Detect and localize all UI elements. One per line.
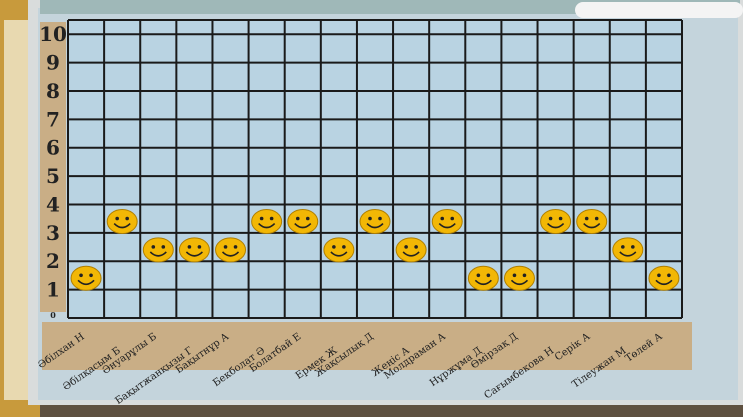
smiley-eye	[621, 245, 625, 249]
smiley-eye	[657, 273, 661, 278]
smiley-face-marker	[395, 237, 427, 263]
smiley-mouth	[294, 222, 312, 229]
smiley-mouth	[366, 222, 384, 229]
smiley-eye	[631, 245, 635, 249]
smiley-eye	[79, 273, 83, 278]
y-tick-label: 9	[46, 51, 60, 75]
y-tick-label: 10	[39, 22, 67, 46]
smiley-eye	[115, 216, 119, 221]
smiley-eye	[89, 273, 93, 278]
smiley-eye	[522, 273, 527, 278]
smiley-mouth	[583, 222, 601, 229]
smiley-eye	[342, 245, 346, 249]
smiley-eye	[305, 216, 310, 221]
smiley-eye	[233, 245, 238, 249]
smiley-mouth	[77, 279, 95, 286]
smiley-eye	[269, 216, 274, 221]
smiley-face-marker	[323, 237, 355, 263]
y-tick-label: 7	[46, 107, 60, 131]
smiley-mouth	[655, 279, 673, 286]
smiley-eye	[295, 216, 300, 221]
smiley-eye	[223, 245, 228, 249]
smiley-eye	[378, 216, 382, 221]
smiley-face-marker	[503, 265, 535, 291]
smiley-eye	[667, 273, 671, 278]
marker-pen	[575, 2, 743, 18]
smiley-face-marker	[648, 265, 680, 291]
smiley-face-marker	[431, 209, 463, 235]
smiley-eye	[197, 245, 202, 249]
smiley-eye	[512, 273, 517, 278]
smiley-mouth	[547, 222, 565, 229]
smiley-mouth	[510, 279, 529, 286]
smiley-face-marker	[287, 209, 319, 235]
smiley-mouth	[113, 222, 131, 229]
name-label-strip	[42, 322, 692, 370]
smiley-eye	[440, 216, 445, 221]
plot-area	[68, 20, 682, 318]
smiley-eye	[404, 245, 408, 249]
y-tick-label: 8	[46, 79, 60, 103]
smiley-mouth	[402, 251, 420, 257]
y-tick-label: 5	[46, 164, 60, 188]
smiley-eye	[259, 216, 264, 221]
smiley-mouth	[221, 251, 240, 257]
smiley-eye	[187, 245, 192, 249]
smiley-eye	[476, 273, 481, 278]
smiley-eye	[450, 216, 455, 221]
y-tick-label: 3	[46, 221, 60, 245]
smiley-face-marker	[467, 265, 499, 291]
smiley-eye	[548, 216, 553, 221]
smiley-eye	[151, 245, 156, 249]
smiley-eye	[594, 216, 599, 221]
smiley-face-marker	[540, 209, 572, 235]
smiley-mouth	[438, 222, 456, 229]
board-top	[40, 0, 740, 14]
smiley-mouth	[619, 251, 637, 257]
smiley-eye	[125, 216, 129, 221]
smiley-face-marker	[142, 237, 174, 263]
y-tick-label: 6	[46, 136, 60, 160]
smiley-face-marker	[251, 209, 283, 235]
y-tick-label: 1	[46, 278, 60, 302]
y-tick-label: 4	[46, 192, 60, 216]
smiley-mouth	[330, 251, 348, 257]
smiley-eye	[584, 216, 589, 221]
smiley-face-marker	[576, 209, 608, 235]
smiley-face-marker	[178, 237, 210, 263]
smiley-eye	[486, 273, 491, 278]
smiley-mouth	[474, 279, 492, 286]
smiley-eye	[161, 245, 166, 249]
smiley-face-marker	[612, 237, 644, 263]
y-tick-label: 2	[46, 249, 60, 273]
y-tick-label: 0	[50, 310, 56, 320]
smiley-eye	[414, 245, 418, 249]
smiley-eye	[368, 216, 372, 221]
smiley-face-marker	[70, 265, 102, 291]
y-label-strip	[40, 22, 66, 312]
smiley-mouth	[149, 251, 167, 257]
smiley-face-marker	[215, 237, 247, 263]
smiley-mouth	[185, 251, 203, 257]
smiley-face-marker	[106, 209, 138, 235]
smiley-mouth	[258, 222, 276, 229]
smiley-eye	[558, 216, 563, 221]
smiley-face-marker	[359, 209, 391, 235]
smiley-eye	[332, 245, 336, 249]
